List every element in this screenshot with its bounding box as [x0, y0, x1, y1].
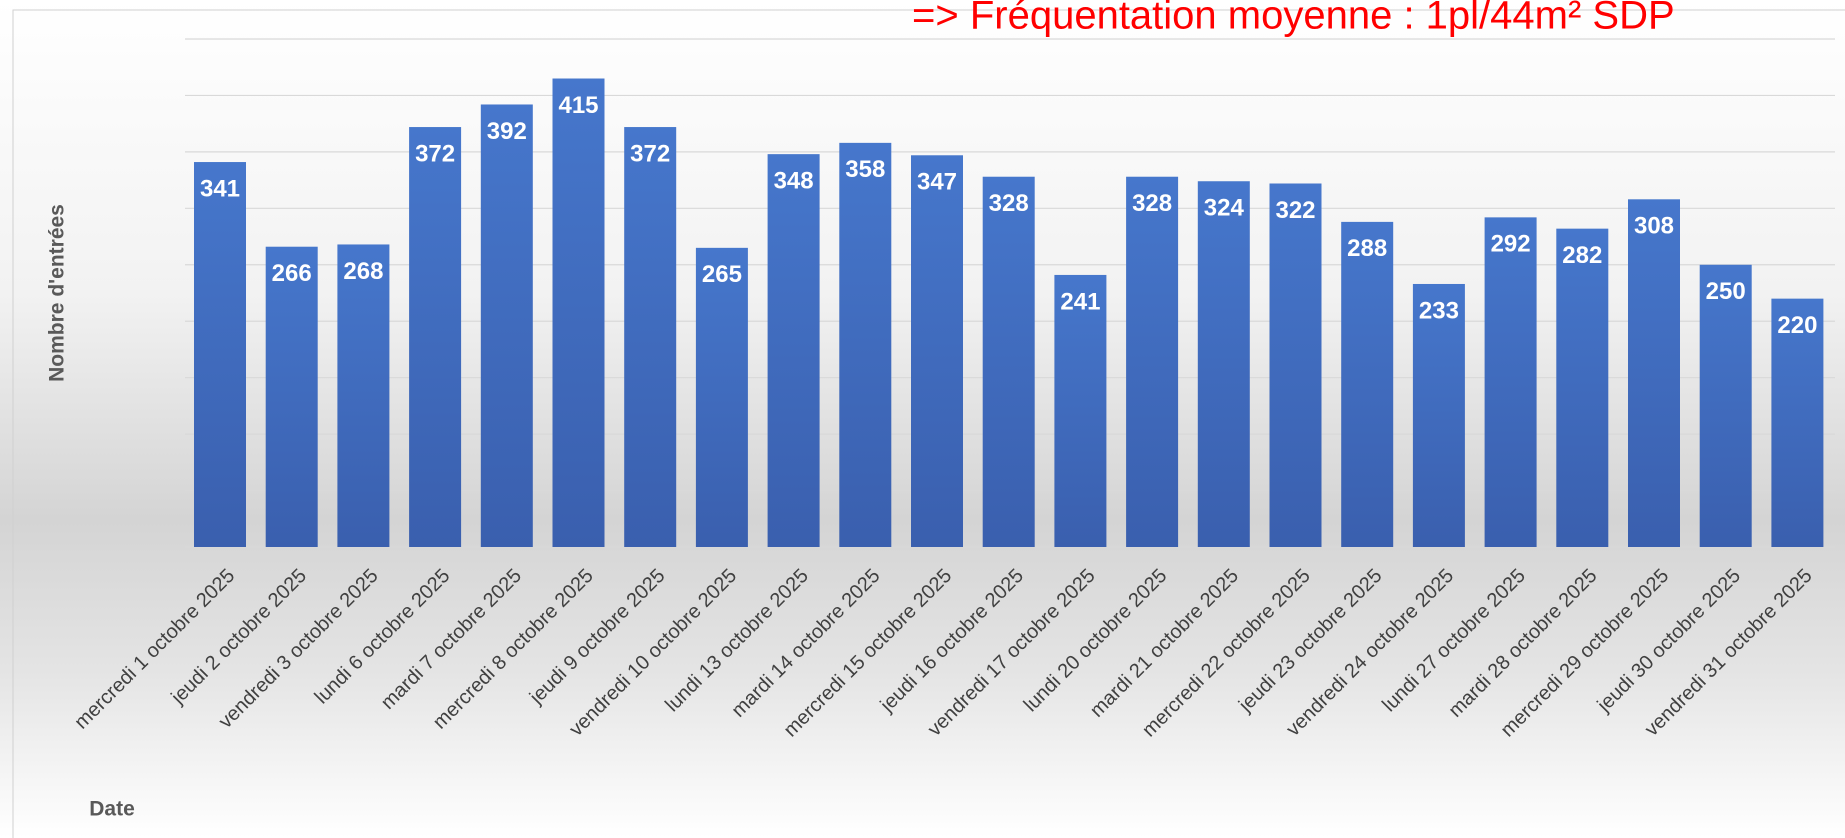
bar [1054, 274, 1107, 547]
bar [1699, 264, 1752, 547]
data-label: 265 [702, 261, 742, 288]
bar [480, 104, 533, 547]
bar [624, 127, 677, 547]
bar [1771, 298, 1824, 547]
data-label: 372 [630, 140, 670, 167]
data-label: 341 [200, 175, 240, 202]
data-label: 241 [1060, 288, 1100, 315]
frame [12, 9, 1845, 838]
data-label: 266 [272, 260, 312, 287]
data-label: 220 [1777, 312, 1817, 339]
data-label: 358 [845, 156, 885, 183]
bar [194, 162, 246, 547]
bar [1412, 283, 1465, 547]
bar [1269, 183, 1322, 547]
data-label: 233 [1419, 297, 1459, 324]
data-label: 288 [1347, 235, 1387, 262]
bar [695, 247, 748, 547]
data-label: 282 [1562, 242, 1602, 269]
bar [1341, 221, 1394, 547]
y-axis-label: Nombre d'entrées [46, 204, 69, 382]
bar [552, 78, 605, 547]
data-label: 348 [774, 167, 814, 194]
bar [1628, 199, 1680, 547]
x-axis-label: Date [89, 798, 135, 821]
bar [911, 155, 963, 547]
bar [1126, 176, 1179, 548]
bar [982, 176, 1035, 548]
bar [265, 246, 318, 547]
data-label: 328 [989, 190, 1029, 217]
data-label: 250 [1706, 278, 1746, 305]
data-label: 292 [1491, 231, 1531, 258]
bar [337, 244, 390, 548]
bar [767, 154, 820, 547]
data-label: 372 [415, 140, 455, 167]
data-label: 324 [1204, 195, 1245, 222]
bar [409, 127, 462, 547]
bar [1484, 217, 1537, 547]
data-label: 392 [487, 118, 527, 145]
data-label: 347 [917, 169, 957, 196]
chart-title: => Fréquentation moyenne : 1pl/44m² SDP [912, 0, 1675, 38]
data-label: 268 [343, 258, 383, 285]
data-label: 308 [1634, 213, 1674, 240]
bar [839, 142, 892, 547]
data-label: 322 [1275, 197, 1315, 224]
data-label: 415 [558, 92, 598, 119]
bar [1556, 228, 1609, 548]
data-label: 328 [1132, 190, 1172, 217]
bar [1197, 181, 1250, 548]
